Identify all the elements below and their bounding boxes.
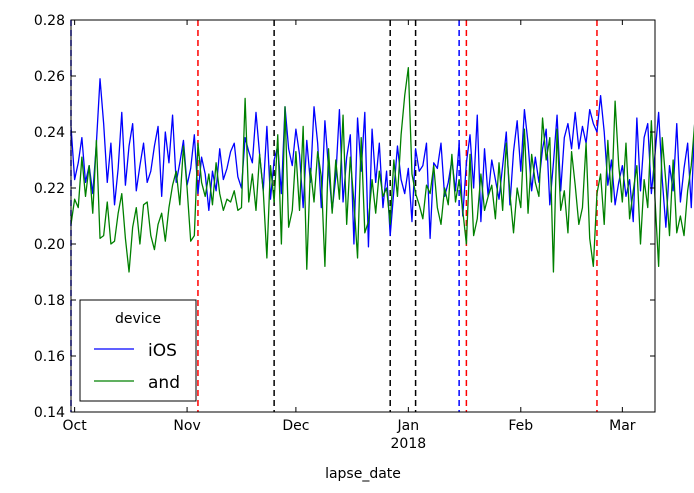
y-tick-label: 0.26 (34, 69, 65, 85)
y-tick-label: 0.24 (34, 125, 65, 141)
plot-area-frame (70, 19, 656, 413)
x-tick-label: Dec (282, 418, 309, 434)
y-axis: 0.14 0.16 0.18 0.20 0.22 0.24 0.26 0.28 (34, 13, 655, 421)
y-tick-label: 0.14 (34, 405, 65, 421)
x-tick-label: Mar (609, 418, 636, 434)
legend-label-ios: iOS (148, 341, 177, 361)
y-tick-label: 0.28 (34, 13, 65, 29)
x-tick-year-label: 2018 (391, 436, 427, 452)
series-line-and (70, 66, 694, 273)
legend-title: device (115, 311, 161, 327)
y-tick-label: 0.22 (34, 181, 65, 197)
series-line-ios (70, 78, 694, 248)
x-tick-label: Oct (63, 418, 88, 434)
y-tick-label: 0.18 (34, 293, 65, 309)
series-lines (70, 66, 694, 273)
x-tick-label: Jan (397, 418, 420, 434)
legend-label-and: and (148, 373, 180, 393)
x-axis-label: lapse_date (325, 466, 401, 482)
legend: device iOS and (79, 299, 197, 402)
x-tick-label: Feb (508, 418, 533, 434)
legend-box (79, 299, 197, 402)
x-axis: Oct Nov Dec Jan 2018 Feb Mar (63, 20, 636, 452)
y-tick-label: 0.20 (34, 237, 65, 253)
x-tick-label: Nov (173, 418, 200, 434)
y-tick-label: 0.16 (34, 349, 65, 365)
